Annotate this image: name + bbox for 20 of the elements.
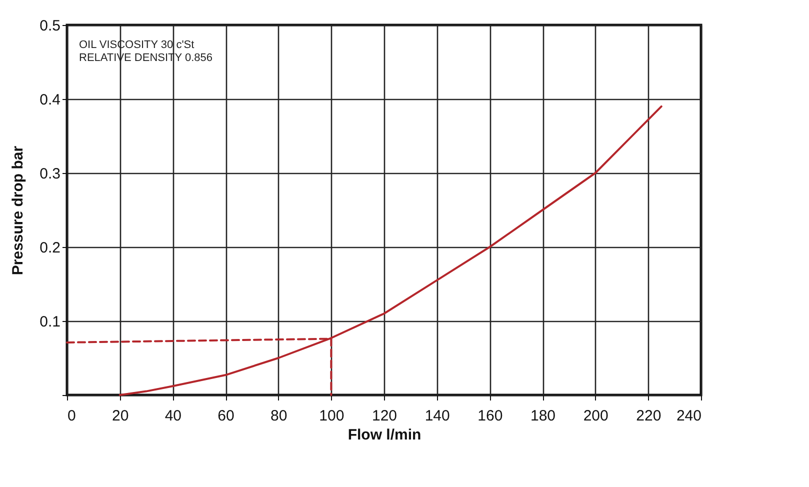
x-axis-title: Flow l/min	[348, 426, 422, 444]
x-tick-label: 180	[530, 408, 556, 424]
x-tick-label: 200	[583, 408, 608, 424]
x-tick-label: 120	[372, 408, 398, 424]
y-tick-label: 0.2	[40, 240, 60, 256]
x-tick-label: 20	[112, 408, 129, 424]
y-tick-label: 0.3	[40, 166, 60, 182]
x-tick-label: 140	[424, 408, 450, 424]
x-tick-label: 100	[319, 408, 344, 424]
x-tick-label: 220	[636, 408, 662, 424]
x-tick-label: 40	[164, 408, 182, 424]
y-tick-label: 0.1	[40, 314, 60, 330]
x-tick-label: 60	[218, 408, 234, 424]
x-tick-label: 0	[68, 408, 76, 424]
y-axis-title: Pressure drop bar	[10, 146, 27, 276]
y-tick-label: 0.5	[40, 18, 60, 34]
y-tick-label: 0.4	[40, 92, 60, 108]
x-tick-label: 160	[478, 408, 503, 424]
x-tick-label: 80	[270, 408, 288, 424]
x-tick-label: 240	[676, 408, 702, 424]
